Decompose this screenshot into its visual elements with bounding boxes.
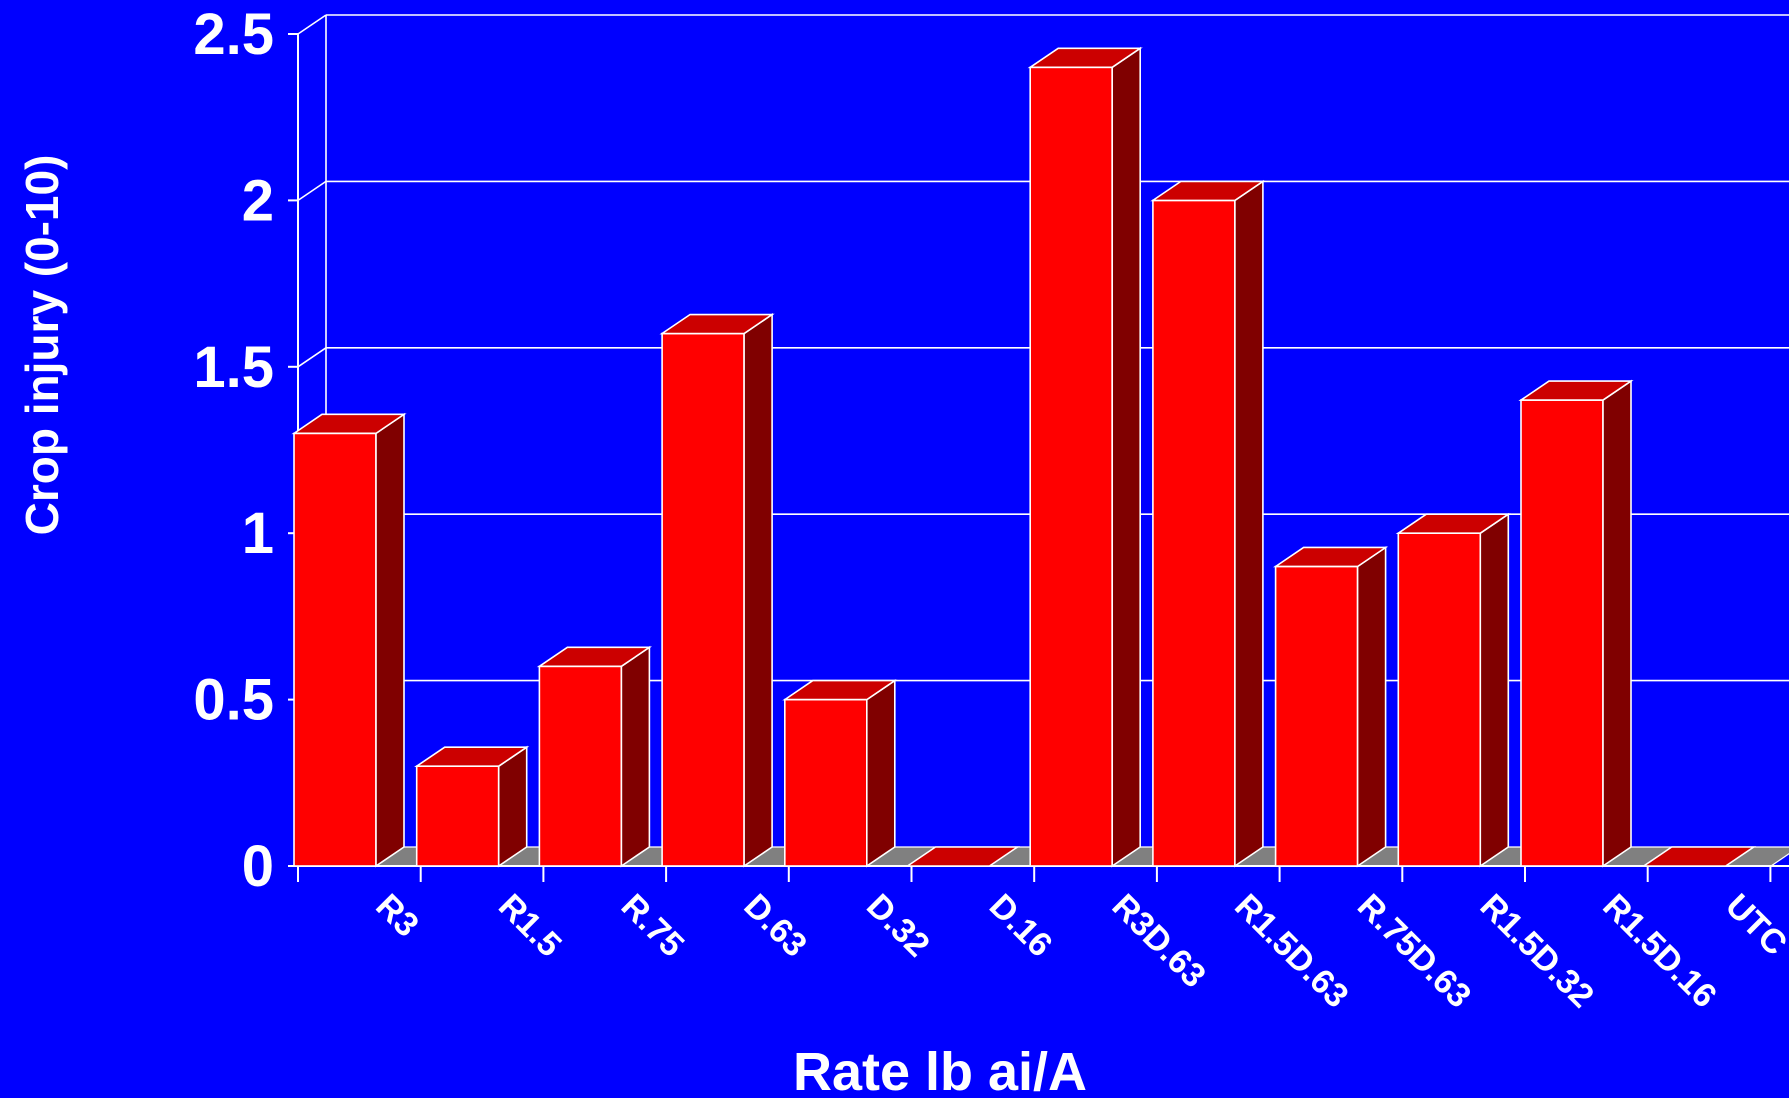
- bar-side: [865, 679, 896, 868]
- bar-front: [293, 432, 377, 867]
- x-tick-label: R.75D.63: [1350, 887, 1478, 1015]
- bar-front: [1397, 532, 1482, 867]
- gridline-diagonal: [297, 347, 327, 368]
- bar-front: [1520, 399, 1604, 867]
- y-tick-label: 1: [242, 501, 274, 566]
- bar: [291, 412, 407, 868]
- x-tick-label: R1.5D.32: [1473, 887, 1601, 1015]
- bar: [904, 846, 1021, 867]
- bar-top: [1518, 380, 1634, 401]
- x-tick-label: R1.5: [491, 887, 569, 965]
- x-tick-label: R3D.63: [1105, 887, 1213, 995]
- bar-side: [620, 645, 651, 868]
- bar-top: [291, 413, 407, 435]
- bar-top: [904, 846, 1021, 867]
- bar: [1641, 846, 1757, 867]
- bar-top: [536, 646, 653, 668]
- bar-front: [1029, 66, 1113, 867]
- bar-front: [783, 698, 868, 867]
- bar-top: [1150, 180, 1266, 202]
- bar-front: [661, 332, 745, 867]
- bar-top: [782, 679, 898, 701]
- y-tick-label: 0: [242, 834, 274, 899]
- bar-side: [1111, 46, 1141, 868]
- bar-top: [659, 313, 775, 335]
- bar-side: [497, 745, 528, 868]
- x-tick-label: R.75: [614, 887, 692, 965]
- bar-top: [1272, 546, 1389, 568]
- bar-front: [415, 765, 500, 867]
- x-tick-label: R1.5D.16: [1595, 887, 1723, 1015]
- x-tick-label: R3: [368, 887, 426, 945]
- bars: [291, 46, 1757, 868]
- bar: [414, 745, 530, 868]
- bar-front: [1152, 199, 1236, 867]
- bar-top: [1027, 47, 1143, 69]
- x-tick-label: D.32: [859, 887, 937, 965]
- bar-side: [1356, 545, 1387, 868]
- bar-front: [538, 665, 623, 867]
- y-tick-labels: 0 0.5 1 1.5 2 2.5: [193, 2, 274, 899]
- x-tick-label: D.16: [982, 887, 1060, 965]
- y-tick-label: 2: [242, 168, 274, 233]
- bar: [659, 313, 775, 868]
- x-tick-labels: R3 R1.5 R.75 D.63 D.32 D.16 R3D.63 R1.5D.63R.75…: [368, 887, 1789, 1015]
- bar-top: [1395, 513, 1511, 535]
- x-tick-label: D.63: [736, 887, 814, 965]
- bar-side: [375, 412, 405, 868]
- bar: [1027, 46, 1143, 868]
- bar-top: [414, 746, 530, 767]
- bar-front: [1274, 565, 1359, 867]
- y-axis-title: Crop injury (0-10): [16, 155, 68, 536]
- x-axis-title: Rate lb ai/A: [793, 1042, 1087, 1098]
- bar-side: [743, 313, 773, 868]
- bar-side: [1479, 512, 1510, 868]
- x-tick-label: R1.5D.63: [1227, 887, 1355, 1015]
- bar: [1518, 379, 1634, 868]
- gridline-diagonal: [297, 14, 327, 35]
- bar: [536, 645, 653, 868]
- bar: [1272, 545, 1389, 868]
- bar-side: [1602, 379, 1632, 868]
- y-tick-label: 0.5: [193, 668, 274, 733]
- y-tick-label: 2.5: [193, 2, 274, 67]
- gridline-diagonal: [297, 180, 327, 202]
- bar-side: [1234, 179, 1264, 868]
- x-tick-label: UTC: [1718, 887, 1789, 963]
- bar-top: [1641, 846, 1757, 867]
- bar: [1395, 512, 1511, 868]
- bar: [1150, 179, 1266, 868]
- bar: [782, 679, 898, 868]
- y-tick-label: 1.5: [193, 335, 274, 400]
